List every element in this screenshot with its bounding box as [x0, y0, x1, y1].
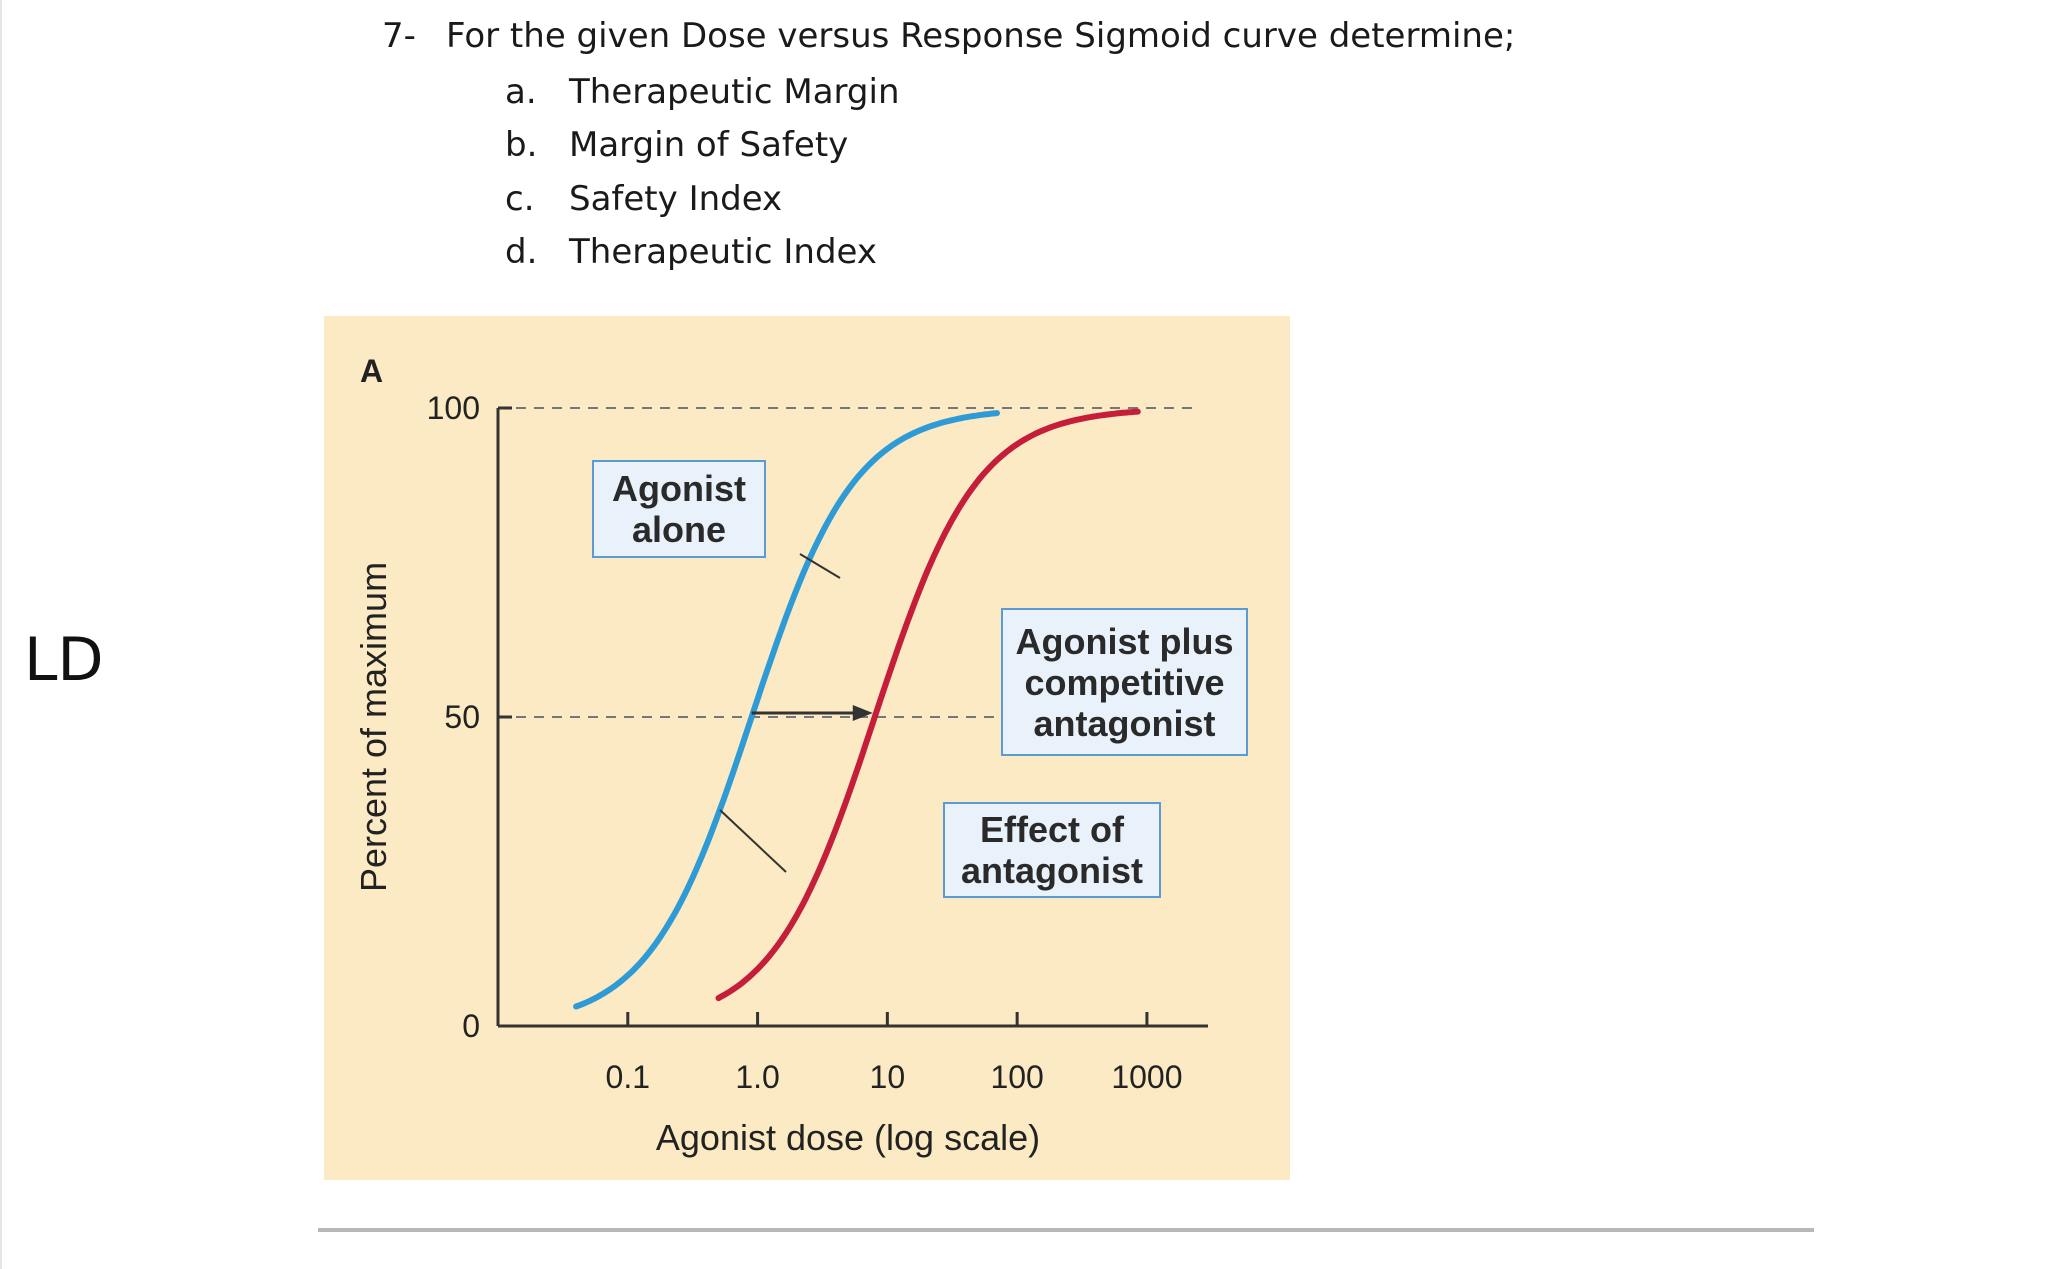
tick-labels: 0 50 100 0.1 1.0 10 100 1000 — [427, 390, 1183, 1095]
callout-text: Agonist alone — [612, 468, 746, 550]
option-d: d. Therapeutic Index — [505, 232, 877, 272]
shift-arrowhead — [852, 705, 873, 721]
option-letter: c. — [505, 179, 535, 219]
leader-agonist-plus-antagonist — [799, 553, 841, 579]
y-axis-title: Percent of maximum — [353, 562, 394, 892]
x-tick-label: 0.1 — [606, 1059, 650, 1095]
option-text: Safety Index — [569, 179, 783, 219]
side-label-ld: LD — [24, 625, 104, 695]
callout-text: Agonist plus competitive antagonist — [1015, 620, 1234, 744]
option-letter: d. — [505, 232, 538, 272]
y-tick-label: 0 — [462, 1008, 480, 1044]
bottom-divider — [318, 1228, 1814, 1232]
option-text: Therapeutic Margin — [569, 72, 900, 112]
option-a: a. Therapeutic Margin — [505, 72, 900, 112]
dose-response-chart: A 0 50 100 0.1 1.0 10 100 1000 Agonist dose (lo… — [353, 353, 1208, 1158]
option-c: c. Safety Index — [505, 179, 782, 219]
y-tick-label: 50 — [444, 699, 480, 735]
series-line-agonist-alone — [573, 410, 1000, 1010]
x-tick-label: 10 — [870, 1059, 906, 1095]
panel-letter: A — [360, 353, 383, 389]
callout-effect-of-antagonist: Effect of antagonist — [943, 802, 1161, 898]
axes — [496, 406, 1208, 1028]
leader-effect-of-antagonist — [719, 809, 787, 873]
option-text: Margin of Safety — [569, 125, 849, 165]
y-tick-label: 100 — [427, 390, 480, 426]
callout-agonist-alone: Agonist alone — [592, 460, 766, 558]
option-text: Therapeutic Index — [569, 232, 877, 272]
callout-text: Effect of antagonist — [960, 809, 1143, 891]
x-tick-label: 1000 — [1111, 1059, 1182, 1095]
option-letter: b. — [505, 125, 538, 165]
option-b: b. Margin of Safety — [505, 125, 848, 165]
series-line-agonist-plus-antagonist — [715, 408, 1141, 1002]
callout-agonist-plus-antagonist: Agonist plus competitive antagonist — [1001, 608, 1248, 756]
option-letter: a. — [505, 72, 537, 112]
question-number: 7- — [382, 16, 416, 56]
x-tick-label: 1.0 — [735, 1059, 779, 1095]
dose-response-figure: A 0 50 100 0.1 1.0 10 100 1000 Agonist dose (lo… — [324, 316, 1290, 1180]
x-axis-title: Agonist dose (log scale) — [656, 1117, 1040, 1158]
question-text: For the given Dose versus Response Sigmo… — [446, 16, 1516, 56]
x-tick-label: 100 — [990, 1059, 1043, 1095]
series-curves — [573, 408, 1141, 1010]
